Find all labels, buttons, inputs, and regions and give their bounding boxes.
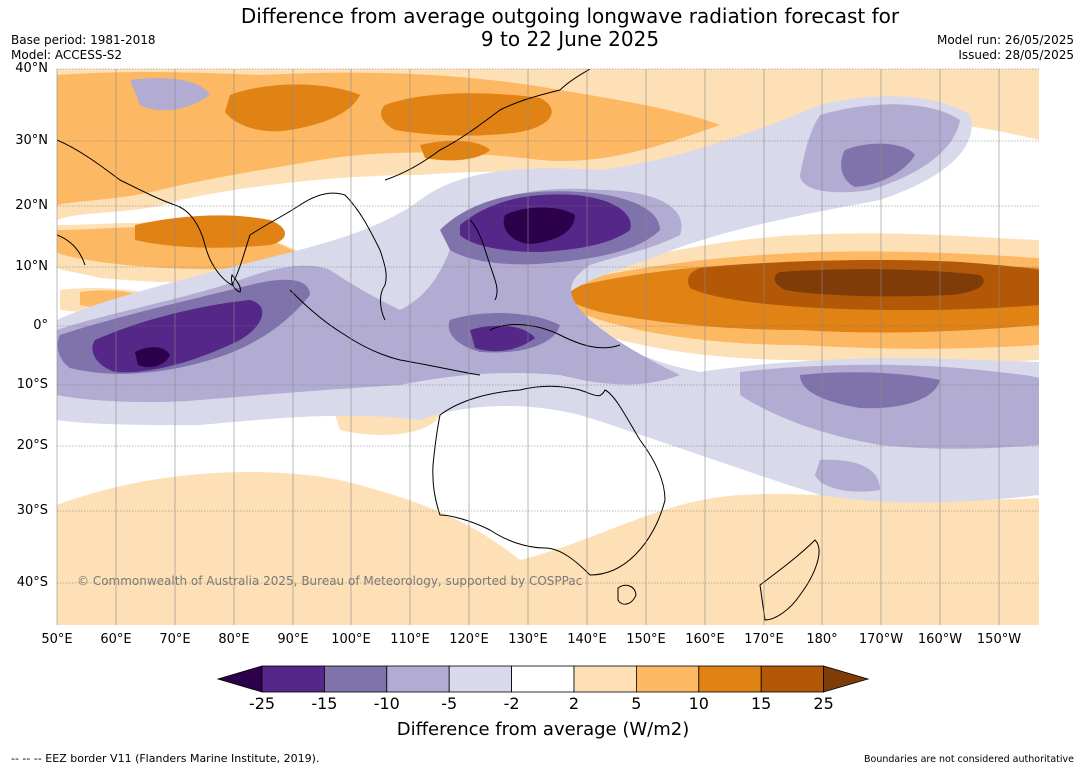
png-outline — [489, 324, 621, 349]
lat-label-40n: 40°N — [15, 61, 48, 76]
colorbar-tick: -5 — [441, 694, 458, 713]
colorbar-label: Difference from average (W/m2) — [396, 719, 690, 740]
lon-label-170e: 170°E — [744, 632, 784, 647]
lat-label-30n: 30°N — [15, 133, 48, 148]
meta-left: Base period: 1981-2018 Model: ACCESS-S2 — [11, 33, 156, 63]
colorbar-seg-2 — [323, 665, 388, 693]
lon-label-80e: 80°E — [218, 632, 250, 647]
asia-mainland-outline — [57, 139, 387, 321]
lon-label-160e: 160°E — [685, 632, 725, 647]
copyright-notice: © Commonwealth of Australia 2025, Bureau… — [77, 574, 583, 588]
colorbar-seg-4 — [448, 665, 513, 693]
colorbar-tick: 10 — [688, 694, 709, 713]
model-run: Model run: 26/05/2025 — [936, 33, 1074, 47]
lat-label-10s: 10°S — [16, 377, 48, 392]
lon-label-90e: 90°E — [277, 632, 309, 647]
lon-label-70e: 70°E — [159, 632, 191, 647]
lon-label-110e: 110°E — [390, 632, 430, 647]
meta-right: Model run: 26/05/2025 Issued: 28/05/2025 — [937, 33, 1074, 63]
colorbar-seg-6 — [573, 665, 637, 693]
colorbar-tick: 15 — [751, 694, 772, 713]
philippines-outline — [469, 219, 498, 301]
lon-label-180: 180° — [806, 632, 838, 647]
colorbar-seg-9 — [760, 665, 825, 693]
boundaries-disclaimer: Boundaries are not considered authoritat… — [864, 754, 1074, 765]
lat-label-20s: 20°S — [16, 438, 48, 453]
lon-label-150e: 150°E — [626, 632, 666, 647]
colorbar-lower-extension — [216, 665, 263, 693]
model-name: Model: ACCESS-S2 — [11, 48, 123, 62]
lon-label-160w: 160°W — [917, 632, 963, 647]
colorbar-seg-1 — [261, 665, 325, 693]
lat-label-30s: 30°S — [16, 503, 48, 518]
japan-outline — [559, 69, 591, 91]
colorbar-seg-7 — [636, 665, 700, 693]
base-period: Base period: 1981-2018 — [11, 33, 156, 47]
lon-label-60e: 60°E — [100, 632, 132, 647]
colorbar-seg-8 — [698, 665, 762, 693]
anomaly-darkest-brown — [774, 269, 984, 297]
australia-outline — [432, 385, 666, 576]
colorbar-segments — [216, 665, 870, 693]
lon-label-130e: 130°E — [508, 632, 548, 647]
new-zealand-outline — [759, 539, 820, 621]
meridians — [56, 69, 1000, 625]
arabia-outline — [57, 234, 86, 266]
eez-border-note: -- -- -- EEZ border V11 (Flanders Marine… — [11, 752, 320, 765]
indonesia-outline — [289, 289, 481, 376]
colorbar-tick: 25 — [813, 694, 834, 713]
colorbar-tick: 5 — [631, 694, 642, 713]
colorbar-tick: -25 — [248, 694, 276, 713]
lat-label-20n: 20°N — [15, 198, 48, 213]
tasmania-outline — [617, 584, 637, 605]
issued-date: Issued: 28/05/2025 — [958, 48, 1074, 62]
colorbar-upper-extension — [823, 665, 870, 693]
sri-lanka-outline — [231, 273, 241, 293]
lon-label-100e: 100°E — [331, 632, 371, 647]
lon-label-50e: 50°E — [41, 632, 73, 647]
colorbar-seg-5 — [511, 665, 575, 693]
colorbar-tick: -15 — [311, 694, 338, 713]
lat-label-0: 0° — [33, 318, 48, 333]
chart-title-line1: Difference from average outgoing longwav… — [240, 4, 900, 28]
chart-title-line2: 9 to 22 June 2025 — [480, 27, 660, 51]
lon-label-170w: 170°W — [858, 632, 904, 647]
colorbar-tick: -10 — [373, 694, 400, 713]
anomaly-darkest-purple — [135, 207, 575, 368]
colorbar-tick: 2 — [568, 694, 580, 713]
china-coast-outline — [384, 89, 561, 181]
lat-label-40s: 40°S — [16, 575, 48, 590]
colorbar-seg-3 — [386, 665, 450, 693]
lon-label-120e: 120°E — [449, 632, 489, 647]
lon-label-150w: 150°W — [976, 632, 1022, 647]
coastlines — [57, 69, 820, 621]
lat-label-10n: 10°N — [15, 259, 48, 274]
lon-label-140e: 140°E — [567, 632, 607, 647]
colorbar-tick: -2 — [503, 694, 520, 713]
